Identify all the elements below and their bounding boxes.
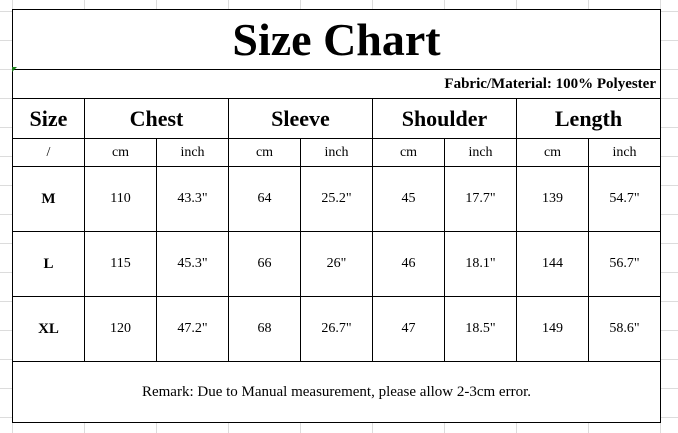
size-cell: M <box>12 166 85 232</box>
table-row: L 115 45.3" 66 26" 46 18.1" 144 56.7" <box>12 231 661 297</box>
value-cell: 64 <box>228 166 301 232</box>
value-cell: 25.2" <box>300 166 373 232</box>
header-row: Size Chest Sleeve Shoulder Length <box>12 98 661 139</box>
unit-cell: cm <box>372 138 445 167</box>
unit-cell: inch <box>444 138 517 167</box>
value-cell: 18.1" <box>444 231 517 297</box>
unit-cell: cm <box>228 138 301 167</box>
value-cell: 47 <box>372 296 445 362</box>
unit-cell: inch <box>300 138 373 167</box>
header-shoulder: Shoulder <box>372 98 517 139</box>
value-cell: 58.6" <box>588 296 661 362</box>
unit-cell: cm <box>516 138 589 167</box>
unit-row: / cm inch cm inch cm inch cm inch <box>12 138 661 167</box>
value-cell: 46 <box>372 231 445 297</box>
value-cell: 45 <box>372 166 445 232</box>
size-cell: XL <box>12 296 85 362</box>
value-cell: 47.2" <box>156 296 229 362</box>
value-cell: 110 <box>84 166 157 232</box>
table-row: XL 120 47.2" 68 26.7" 47 18.5" 149 58.6" <box>12 296 661 362</box>
cell-comment-marker <box>12 67 17 72</box>
value-cell: 17.7" <box>444 166 517 232</box>
value-cell: 68 <box>228 296 301 362</box>
unit-cell: / <box>12 138 85 167</box>
value-cell: 54.7" <box>588 166 661 232</box>
page-title: Size Chart <box>12 9 661 70</box>
value-cell: 18.5" <box>444 296 517 362</box>
header-sleeve: Sleeve <box>228 98 373 139</box>
value-cell: 66 <box>228 231 301 297</box>
unit-cell: cm <box>84 138 157 167</box>
table-row: M 110 43.3" 64 25.2" 45 17.7" 139 54.7" <box>12 166 661 232</box>
unit-cell: inch <box>588 138 661 167</box>
header-length: Length <box>516 98 661 139</box>
value-cell: 115 <box>84 231 157 297</box>
value-cell: 26.7" <box>300 296 373 362</box>
unit-cell: inch <box>156 138 229 167</box>
value-cell: 144 <box>516 231 589 297</box>
value-cell: 26" <box>300 231 373 297</box>
value-cell: 43.3" <box>156 166 229 232</box>
value-cell: 120 <box>84 296 157 362</box>
header-size: Size <box>12 98 85 139</box>
fabric-note: Fabric/Material: 100% Polyester <box>12 69 661 99</box>
value-cell: 139 <box>516 166 589 232</box>
value-cell: 56.7" <box>588 231 661 297</box>
value-cell: 149 <box>516 296 589 362</box>
size-cell: L <box>12 231 85 297</box>
remark-note: Remark: Due to Manual measurement, pleas… <box>12 361 661 423</box>
header-chest: Chest <box>84 98 229 139</box>
value-cell: 45.3" <box>156 231 229 297</box>
size-chart-table: Size Chart Fabric/Material: 100% Polyest… <box>12 9 661 423</box>
